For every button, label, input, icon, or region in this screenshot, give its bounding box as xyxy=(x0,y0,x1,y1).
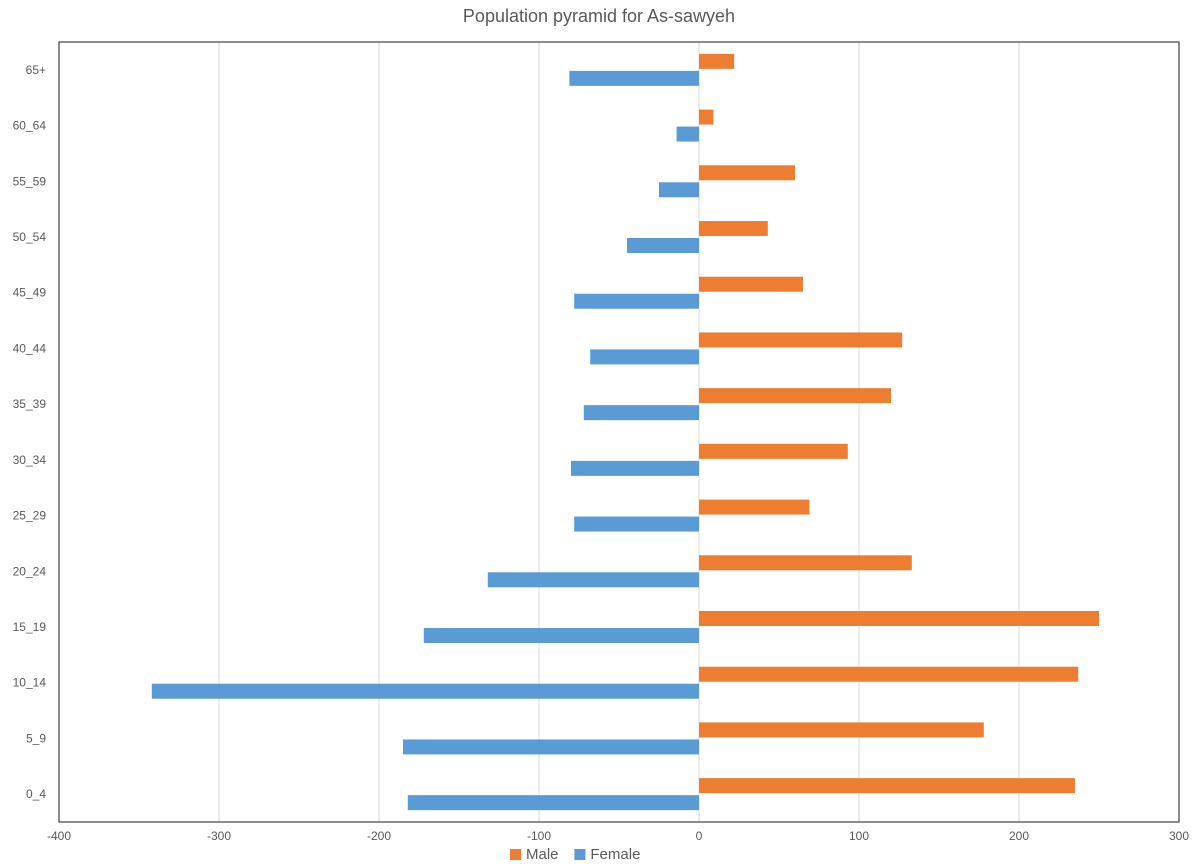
gridlines xyxy=(218,42,1020,822)
bar-male-25_29 xyxy=(699,499,810,515)
bar-male-55_59 xyxy=(699,165,795,181)
category-tick-label: 65+ xyxy=(26,63,46,77)
bar-female-30_34 xyxy=(571,460,699,476)
category-tick-label: 55_59 xyxy=(13,174,47,188)
bar-male-60_64 xyxy=(699,109,714,125)
bar-female-60_64 xyxy=(676,126,699,142)
value-tick-label: 100 xyxy=(849,829,869,843)
bar-female-10_14 xyxy=(151,683,700,699)
category-tick-label: 10_14 xyxy=(13,676,47,690)
plot-frame xyxy=(58,41,1180,823)
category-tick-label: 5_9 xyxy=(26,731,46,745)
category-tick-label: 20_24 xyxy=(13,564,47,578)
bar-male-10_14 xyxy=(699,666,1079,682)
bar-female-5_9 xyxy=(403,739,699,755)
bar-female-65+ xyxy=(569,70,699,86)
value-tick-label: 300 xyxy=(1169,829,1189,843)
value-tick-label: -100 xyxy=(527,829,551,843)
bar-male-5_9 xyxy=(699,722,984,738)
category-tick-label: 60_64 xyxy=(13,119,47,133)
chart-title: Population pyramid for As-sawyeh xyxy=(463,6,735,26)
legend-swatch-male xyxy=(510,849,521,860)
category-tick-label: 35_39 xyxy=(13,397,47,411)
legend-label-female: Female xyxy=(590,846,640,863)
bar-female-45_49 xyxy=(574,293,699,309)
bar-male-65+ xyxy=(699,53,735,69)
value-tick-label: -200 xyxy=(367,829,391,843)
category-tick-label: 45_49 xyxy=(13,286,47,300)
category-tick-label: 15_19 xyxy=(13,620,47,634)
bar-male-35_39 xyxy=(699,388,891,404)
bar-female-15_19 xyxy=(423,628,699,643)
category-tick-label: 0_4 xyxy=(26,787,46,801)
legend-label-male: Male xyxy=(526,846,559,863)
bar-male-45_49 xyxy=(699,276,803,292)
category-tick-labels: 65+ 60_64 55_59 50_54 45_49 40_44 35_39 30_34 25… xyxy=(13,63,47,801)
category-tick-label: 30_34 xyxy=(13,453,47,467)
bar-female-0_4 xyxy=(407,795,699,811)
legend-swatch-female xyxy=(574,849,586,860)
value-tick-label: 0 xyxy=(696,829,703,843)
bar-male-0_4 xyxy=(699,778,1075,794)
legend: Male Female xyxy=(510,846,640,863)
value-tick-label: 200 xyxy=(1009,829,1029,843)
bar-male-40_44 xyxy=(699,332,903,348)
bar-female-20_24 xyxy=(487,572,699,588)
value-tick-labels: -400 -300 -200 -100 0 100 200 300 xyxy=(47,829,1189,843)
bar-male-30_34 xyxy=(699,443,848,459)
category-tick-label: 25_29 xyxy=(13,509,47,523)
bar-female-50_54 xyxy=(627,238,699,253)
bar-male-50_54 xyxy=(699,221,768,236)
bar-male-20_24 xyxy=(699,555,912,571)
value-tick-label: -300 xyxy=(207,829,231,843)
bar-female-40_44 xyxy=(590,349,699,365)
bar-female-35_39 xyxy=(583,405,699,421)
bar-female-25_29 xyxy=(574,516,699,532)
value-tick-label: -400 xyxy=(47,829,71,843)
bar-female-55_59 xyxy=(659,182,699,198)
category-tick-label: 40_44 xyxy=(13,341,47,355)
category-tick-label: 50_54 xyxy=(13,230,47,244)
bar-male-15_19 xyxy=(699,611,1099,626)
bars xyxy=(151,53,1099,811)
